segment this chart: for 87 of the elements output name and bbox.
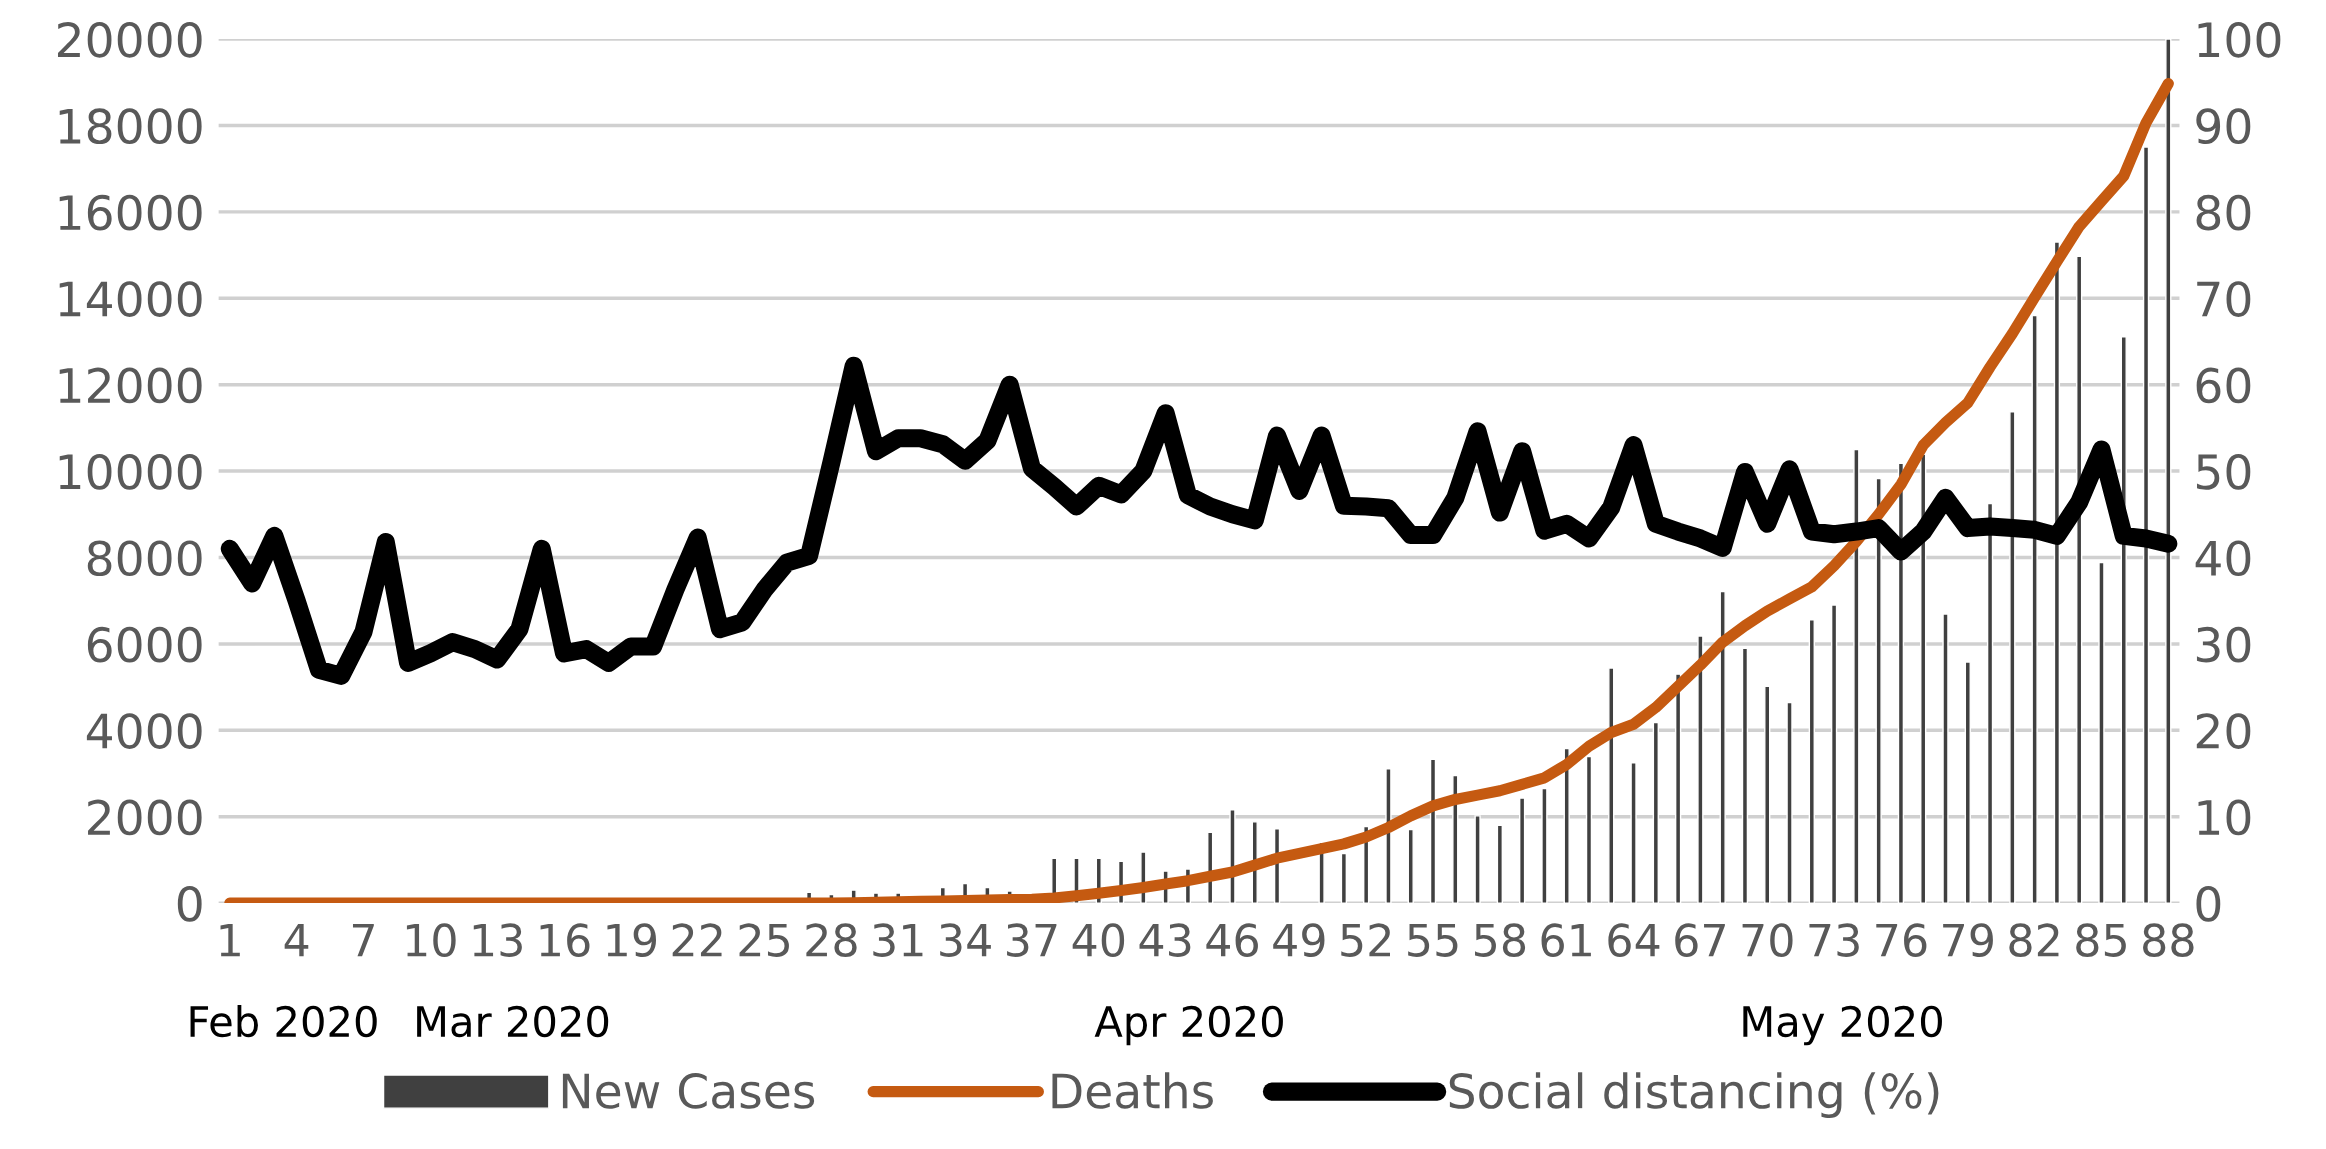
y2-tick-label: 50	[2197, 453, 2251, 490]
x-tick-label: 88	[2143, 923, 2194, 957]
x-tick-label: 46	[1206, 923, 1258, 957]
y2-tick-label: 80	[2196, 194, 2251, 231]
text: Mar 2020	[417, 1005, 609, 1038]
x-tick-label: 85	[2076, 923, 2126, 957]
bar	[2009, 411, 2016, 904]
bar	[1986, 502, 1994, 904]
bar	[1474, 815, 1481, 904]
legend-label: New Cases	[562, 1073, 815, 1109]
bar	[1786, 701, 1793, 904]
x-tick-label: 58	[1475, 923, 1526, 957]
bar	[1652, 721, 1659, 904]
x-tick-label: 76	[1876, 923, 1927, 957]
x-tick-label: 79	[1943, 923, 1993, 957]
bar	[1741, 647, 1749, 904]
text: Feb 2020	[190, 1005, 377, 1038]
x-tick-label: 43	[1139, 923, 1191, 957]
bar	[1853, 448, 1860, 904]
y2-tick-label: 90	[2196, 108, 2251, 145]
bar	[1541, 787, 1548, 904]
bar	[1808, 619, 1815, 904]
bar	[1942, 613, 1949, 904]
bar	[2076, 255, 2083, 904]
bar	[1764, 685, 1771, 904]
x-tick-label: 25	[739, 923, 789, 957]
bar	[1719, 590, 1726, 904]
bar	[1340, 852, 1348, 904]
x-tick-label: 19	[607, 923, 657, 957]
x-tick-label: 16	[540, 923, 590, 957]
x-tick-label: 4	[284, 923, 309, 957]
bar	[1585, 755, 1593, 904]
legend-label: Social distancing (%)	[1449, 1072, 1939, 1118]
y-tick-label: 10000	[59, 453, 202, 490]
x-tick-label: 22	[672, 923, 722, 957]
x-tick-label: 70	[1742, 923, 1793, 957]
y2-tick-label: 70	[2197, 281, 2251, 317]
y2-tick-label: 60	[2196, 367, 2251, 404]
bar	[2031, 314, 2038, 904]
y-tick-label: 14000	[59, 281, 202, 317]
y2-tick-label: 100	[2198, 21, 2281, 58]
x-tick-label: 61	[1541, 923, 1591, 957]
bar	[1964, 661, 1971, 904]
bar	[2165, 39, 2172, 904]
text: Apr 2020	[1094, 1005, 1283, 1046]
y-tick-label: 4000	[86, 713, 202, 749]
x-tick-label: 40	[1072, 923, 1125, 957]
x-tick-label: 7	[352, 923, 374, 957]
y2-tick-label: 30	[2196, 626, 2251, 663]
y2-tick-label: 0	[2196, 886, 2221, 922]
x-tick-label: 55	[1408, 923, 1458, 957]
x-tick-label: 67	[1675, 923, 1725, 957]
bar	[1697, 635, 1704, 904]
y-tick-label: 2000	[88, 799, 202, 836]
y2-tick-label: 10	[2198, 799, 2251, 836]
y2-tick-label: 40	[2195, 540, 2251, 577]
bar	[1630, 762, 1637, 904]
x-tick-label: 34	[940, 923, 991, 957]
x-tick-label: 82	[2009, 923, 2059, 957]
x-tick-label: 73	[1809, 923, 1859, 957]
y-tick-label: 0	[177, 886, 202, 922]
x-tick-label: 49	[1273, 923, 1325, 957]
y-tick-label: 8000	[87, 540, 202, 577]
text: May 2020	[1743, 1005, 1942, 1046]
bar	[1608, 667, 1615, 904]
y-tick-label: 20000	[57, 21, 202, 58]
x-tick-label: 37	[1007, 923, 1057, 957]
bar	[1407, 828, 1414, 904]
bar	[1385, 768, 1392, 904]
x-tick-label: 1	[220, 923, 240, 957]
bar	[1518, 797, 1526, 904]
bar	[2098, 561, 2105, 904]
bar	[1496, 824, 1504, 904]
bar	[2142, 146, 2150, 904]
y-tick-label: 16000	[59, 194, 202, 231]
x-tick-label: 31	[873, 923, 923, 957]
bar	[1830, 604, 1838, 904]
y-tick-label: 6000	[87, 626, 202, 663]
y-tick-label: 18000	[59, 108, 202, 145]
y-tick-label: 12000	[59, 367, 202, 404]
legend-label: Deaths	[1052, 1072, 1213, 1109]
x-tick-label: 28	[806, 923, 857, 957]
x-tick-label: 10	[406, 923, 456, 957]
x-tick-label: 64	[1608, 923, 1660, 957]
x-tick-label: 52	[1341, 923, 1390, 957]
y2-tick-label: 20	[2196, 713, 2251, 749]
x-tick-label: 13	[473, 923, 522, 957]
